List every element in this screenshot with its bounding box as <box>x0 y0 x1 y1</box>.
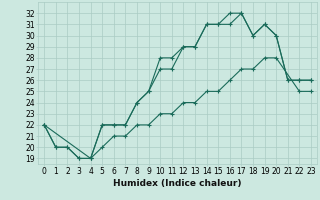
X-axis label: Humidex (Indice chaleur): Humidex (Indice chaleur) <box>113 179 242 188</box>
